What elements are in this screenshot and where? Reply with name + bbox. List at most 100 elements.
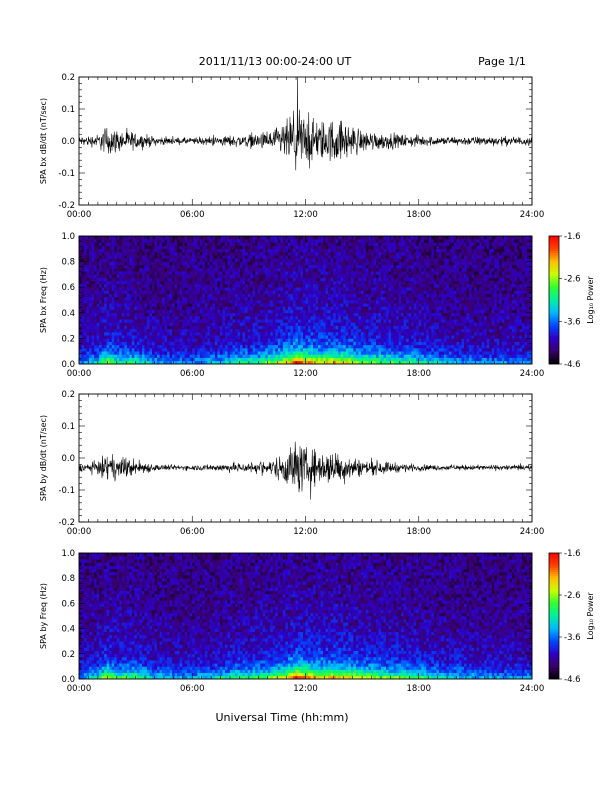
spectrogram-cell [212, 287, 216, 291]
spectrogram-cell [295, 296, 299, 301]
spectrogram-cell [270, 236, 274, 240]
spectrogram-cell [224, 303, 228, 307]
spectrogram-cell [136, 300, 140, 304]
spectrogram-cell [237, 341, 241, 346]
spectrogram-cell [144, 354, 148, 358]
spectrogram-cell [381, 248, 384, 253]
spectrogram-cell [267, 332, 271, 336]
spectrogram-cell [358, 332, 362, 336]
spectrogram-cell [202, 303, 206, 307]
spectrogram-cell [79, 293, 82, 298]
spectrogram-cell [350, 328, 354, 333]
spectrogram-cell [310, 268, 314, 272]
spectrogram-cell [111, 264, 115, 269]
spectrogram-cell [242, 306, 246, 310]
spectrogram-cell [81, 300, 85, 304]
spectrogram-cell [91, 335, 95, 339]
spectrogram-cell [308, 274, 311, 278]
spectrogram-cell [292, 348, 296, 352]
spectrogram-cell [235, 303, 238, 307]
spectrogram-cell [96, 300, 100, 304]
spectrogram-cell [360, 252, 364, 256]
y-tick-label: 0.2 [61, 73, 75, 83]
spectrogram-cell [368, 252, 372, 256]
spectrogram-cell [381, 264, 384, 269]
spectrogram-cell [275, 261, 279, 266]
spectrogram-cell [325, 322, 329, 326]
spectrogram-cell [131, 287, 135, 291]
spectrogram-cell [247, 296, 251, 301]
spectrogram-cell [338, 300, 342, 304]
spectrogram-cell [126, 354, 130, 358]
spectrogram-cell [350, 252, 354, 256]
spectrogram-cell [348, 271, 352, 275]
spectrogram-cell [94, 312, 97, 317]
spectrogram-cell [187, 271, 191, 275]
spectrogram-cell [202, 248, 206, 253]
spectrogram-cell [144, 348, 148, 352]
spectrogram-cell [262, 332, 266, 336]
spectrogram-cell [313, 268, 316, 272]
spectrogram-cell [345, 306, 349, 310]
spectrogram-cell [325, 245, 329, 250]
spectrogram-cell [338, 319, 342, 323]
spectrogram-cell [217, 239, 221, 243]
spectrogram-cell [174, 239, 178, 243]
spectrogram-cell [162, 287, 165, 291]
spectrogram-cell [94, 351, 97, 355]
spectrogram-cell [111, 271, 115, 275]
spectrogram-cell [338, 332, 342, 336]
spectrogram-cell [240, 239, 243, 243]
spectrogram-cell [335, 338, 339, 342]
spectrogram-cell [242, 274, 246, 278]
spectrogram-cell [252, 252, 256, 256]
spectrogram-cell [189, 271, 193, 275]
spectrogram-cell [172, 296, 175, 301]
spectrogram-cell [146, 322, 150, 326]
spectrogram-cell [370, 268, 374, 272]
spectrogram-cell [285, 325, 289, 330]
spectrogram-cell [146, 357, 150, 362]
spectrogram-cell [96, 252, 100, 256]
spectrogram-cell [235, 248, 238, 253]
spectrogram-cell [275, 271, 279, 275]
spectrogram-cell [267, 322, 271, 326]
spectrogram-cell [159, 344, 163, 349]
spectrogram-cell [275, 316, 279, 320]
spectrogram-cell [250, 296, 253, 301]
spectrogram-cell [81, 248, 85, 253]
spectrogram-cell [348, 290, 352, 294]
spectrogram-cell [297, 245, 301, 250]
spectrogram-cell [313, 325, 316, 330]
spectrogram-cell [353, 287, 357, 291]
spectrogram-cell [373, 290, 377, 294]
spectrogram-cell [277, 325, 281, 330]
spectrogram-cell [230, 287, 233, 291]
spectrogram-cell [207, 239, 211, 243]
spectrogram-cell [204, 284, 208, 288]
spectrogram-cell [141, 306, 145, 310]
spectrogram-cell [368, 335, 372, 339]
spectrogram-cell [300, 300, 304, 304]
spectrogram-cell [260, 325, 264, 330]
spectrogram-cell [86, 245, 90, 250]
spectrogram-cell [164, 290, 168, 294]
spectrogram-cell [104, 284, 107, 288]
spectrogram-cell [338, 306, 342, 310]
spectrogram-cell [222, 252, 226, 256]
spectrogram-cell [235, 344, 238, 349]
spectrogram-cell [242, 325, 246, 330]
spectrogram-cell [313, 277, 316, 282]
spectrogram-cell [167, 287, 170, 291]
spectrogram-cell [104, 236, 107, 240]
spectrogram-cell [338, 360, 342, 365]
spectrogram-cell [230, 242, 233, 246]
spectrogram-cell [141, 264, 145, 269]
spectrogram-cell [222, 335, 226, 339]
spectrogram-cell [99, 239, 102, 243]
spectrogram-cell [355, 338, 359, 342]
spectrogram-cell [230, 284, 233, 288]
spectrogram-cell [197, 338, 201, 342]
spectrogram-cell [333, 252, 336, 256]
spectrogram-cell [375, 255, 379, 259]
